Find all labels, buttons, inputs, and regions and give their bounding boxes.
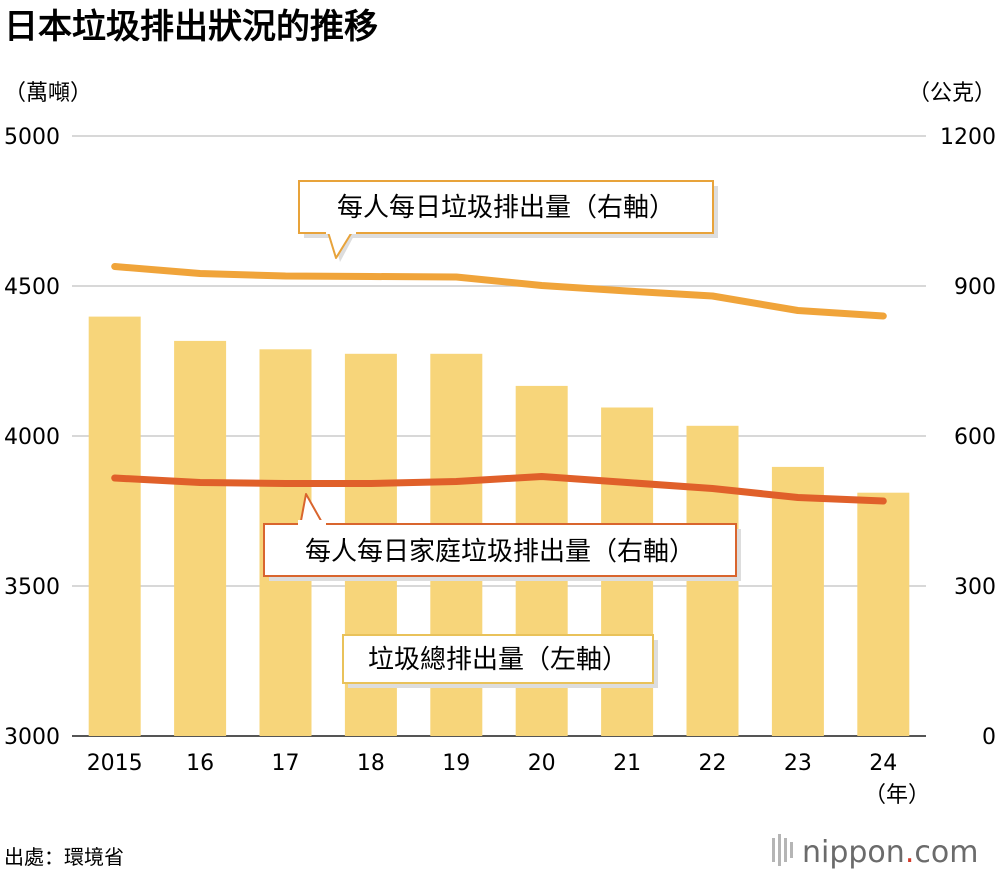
x-tick-label: 17 [272, 751, 300, 776]
x-tick-label: 20 [528, 751, 556, 776]
x-tick-label: 19 [442, 751, 470, 776]
right-tick-label: 600 [954, 425, 996, 450]
brand-logo: nippon.com [772, 834, 978, 870]
chart-title: 日本垃圾排出狀況的推移 [4, 7, 378, 47]
x-tick-label: 18 [357, 751, 385, 776]
callout-per-capita: 每人每日垃圾排出量（右軸） [298, 180, 718, 262]
left-tick-label: 3500 [4, 575, 60, 600]
bar [771, 466, 824, 736]
right-tick-label: 300 [954, 575, 996, 600]
right-tick-label: 0 [982, 725, 996, 750]
x-tick-label: 22 [699, 751, 727, 776]
callout-total-label: 垃圾總排出量（左軸） [368, 645, 628, 675]
brand-name: nippon [802, 835, 905, 870]
left-axis-unit: （萬噸） [4, 81, 92, 106]
right-tick-label: 1200 [940, 125, 996, 150]
callout-household: 每人每日家庭垃圾排出量（右軸） [263, 493, 741, 581]
callout-total: 垃圾總排出量（左軸） [342, 634, 658, 688]
svg-text:nippon.com: nippon.com [802, 835, 978, 870]
callout-household-label: 每人每日家庭垃圾排出量（右軸） [305, 537, 695, 567]
right-axis-unit: （公克） [908, 81, 996, 106]
household-line [111, 473, 887, 505]
x-tick-label: 21 [613, 751, 641, 776]
x-tick-label: 2015 [87, 751, 143, 776]
source-note: 出處：環境省 [4, 845, 124, 869]
left-tick-label: 4000 [4, 425, 60, 450]
x-tick-label: 23 [784, 751, 812, 776]
per-capita-line [111, 263, 887, 320]
bar [857, 492, 910, 736]
left-tick-label: 5000 [4, 125, 60, 150]
bar [174, 340, 227, 736]
right-tick-label: 900 [954, 275, 996, 300]
bar [88, 316, 141, 736]
tick-labels: 3000 3500 4000 4500 5000 0 300 600 900 1200 2015 16… [4, 125, 996, 776]
x-tick-label: 16 [186, 751, 214, 776]
callout-per-capita-label: 每人每日垃圾排出量（右軸） [337, 193, 675, 223]
brand-tld: com [914, 835, 978, 870]
year-unit: （年） [864, 783, 930, 808]
x-tick-label: 24 [869, 751, 897, 776]
brand-dot: . [905, 835, 915, 870]
left-tick-label: 3000 [4, 725, 60, 750]
left-tick-label: 4500 [4, 275, 60, 300]
lines [111, 263, 887, 505]
